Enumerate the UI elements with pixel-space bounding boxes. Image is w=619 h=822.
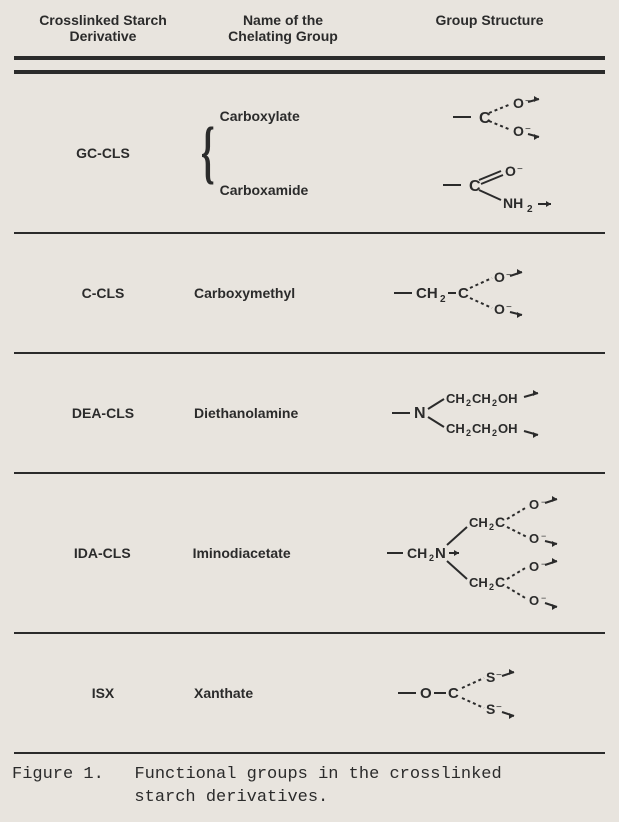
svg-text:O: O <box>494 269 505 285</box>
svg-text:O: O <box>420 685 432 702</box>
header-col1: Crosslinked Starch Derivative <box>18 12 188 44</box>
svg-text:−: − <box>496 702 502 713</box>
group-label: Carboxylate <box>220 108 309 124</box>
svg-text:O: O <box>513 123 524 139</box>
rule <box>14 352 605 354</box>
structure-cell: CH 2 C O − O − <box>384 268 601 318</box>
group-name: Carboxymethyl <box>188 285 384 301</box>
svg-text:OH: OH <box>498 421 518 436</box>
header-text: Group Structure <box>378 12 601 28</box>
svg-text:CH: CH <box>469 515 488 530</box>
header-text: Chelating Group <box>188 28 378 44</box>
structure-cell: O C S − S − <box>384 666 601 720</box>
header-text: Name of the <box>188 12 378 28</box>
svg-text:CH: CH <box>472 421 491 436</box>
caption-label: Figure 1. <box>12 765 104 784</box>
svg-text:N: N <box>414 405 426 422</box>
svg-text:S: S <box>486 701 495 717</box>
rule <box>14 632 605 634</box>
svg-text:O: O <box>529 531 539 546</box>
svg-text:N: N <box>435 545 446 562</box>
svg-text:−: − <box>496 670 502 681</box>
table-row: GC-CLS { Carboxylate Carboxamide C <box>8 76 611 230</box>
svg-text:CH: CH <box>469 575 488 590</box>
iminodiacetate-structure-icon: CH 2 N CH 2 C O − O − <box>381 493 601 613</box>
structure-cell: CH 2 N CH 2 C O − O − <box>381 493 601 613</box>
derivative-label: DEA-CLS <box>18 405 188 421</box>
header-col3: Group Structure <box>378 12 601 44</box>
structure-cell: C O − O − C <box>384 94 601 212</box>
header-text: Derivative <box>18 28 188 44</box>
svg-text:2: 2 <box>440 294 446 305</box>
svg-text:O: O <box>494 301 505 317</box>
table-header: Crosslinked Starch Derivative Name of th… <box>8 8 611 54</box>
rule <box>14 56 605 60</box>
carboxamide-structure-icon: C O − NH 2 <box>423 162 563 212</box>
svg-text:O: O <box>529 559 539 574</box>
table-row: C-CLS Carboxymethyl CH 2 C O − O − <box>8 236 611 350</box>
diethanolamine-structure-icon: N CH 2 CH 2 OH CH 2 CH 2 OH <box>384 385 584 441</box>
svg-text:2: 2 <box>492 428 497 438</box>
rule <box>14 752 605 754</box>
derivative-label: C-CLS <box>18 285 188 301</box>
svg-text:O: O <box>505 163 516 179</box>
svg-text:2: 2 <box>527 204 533 212</box>
carboxymethyl-structure-icon: CH 2 C O − O − <box>384 268 544 318</box>
caption-text: Functional groups in the crosslinked <box>134 765 501 784</box>
svg-text:−: − <box>541 531 546 541</box>
svg-text:O: O <box>513 95 524 111</box>
svg-text:C: C <box>458 285 469 302</box>
rule <box>14 472 605 474</box>
xanthate-structure-icon: O C S − S − <box>384 666 544 720</box>
svg-text:2: 2 <box>492 398 497 408</box>
figure-caption: Figure 1. Functional groups in the cross… <box>12 764 607 810</box>
svg-text:−: − <box>525 124 531 135</box>
group-name: Xanthate <box>188 685 384 701</box>
svg-text:CH: CH <box>407 545 427 561</box>
svg-text:−: − <box>541 593 546 603</box>
svg-text:C: C <box>448 685 459 702</box>
svg-text:2: 2 <box>466 428 471 438</box>
svg-text:CH: CH <box>472 391 491 406</box>
svg-text:OH: OH <box>498 391 518 406</box>
svg-text:C: C <box>495 514 505 530</box>
table-row: IDA-CLS Iminodiacetate CH 2 N CH 2 C O <box>8 476 611 630</box>
group-name: Iminodiacetate <box>187 545 381 561</box>
derivative-label: GC-CLS <box>18 145 188 161</box>
table-row: ISX Xanthate O C S − S − <box>8 636 611 750</box>
svg-text:S: S <box>486 669 495 685</box>
structure-cell: N CH 2 CH 2 OH CH 2 CH 2 OH <box>384 385 601 441</box>
table-row: DEA-CLS Diethanolamine N CH 2 CH 2 OH CH… <box>8 356 611 470</box>
svg-text:O: O <box>529 497 539 512</box>
svg-text:C: C <box>469 178 481 195</box>
svg-text:NH: NH <box>503 195 523 211</box>
svg-text:CH: CH <box>446 421 465 436</box>
caption-text: starch derivatives. <box>134 788 328 807</box>
svg-text:2: 2 <box>489 522 494 532</box>
svg-text:2: 2 <box>429 553 434 563</box>
brace-icon: { <box>201 118 215 188</box>
group-name: Diethanolamine <box>188 405 384 421</box>
derivative-label: IDA-CLS <box>18 545 187 561</box>
rule <box>14 70 605 74</box>
group-label: Carboxamide <box>220 182 309 198</box>
header-text: Crosslinked Starch <box>18 12 188 28</box>
rule <box>14 232 605 234</box>
svg-text:2: 2 <box>466 398 471 408</box>
derivative-label: ISX <box>18 685 188 701</box>
svg-text:CH: CH <box>416 285 438 302</box>
svg-text:−: − <box>517 164 523 175</box>
svg-text:CH: CH <box>446 391 465 406</box>
svg-text:2: 2 <box>489 582 494 592</box>
header-col2: Name of the Chelating Group <box>188 12 378 44</box>
svg-text:C: C <box>495 574 505 590</box>
carboxylate-structure-icon: C O − O − <box>433 94 553 140</box>
group-name: { Carboxylate Carboxamide <box>188 108 384 198</box>
svg-text:O: O <box>529 593 539 608</box>
figure-table: Crosslinked Starch Derivative Name of th… <box>8 8 611 810</box>
